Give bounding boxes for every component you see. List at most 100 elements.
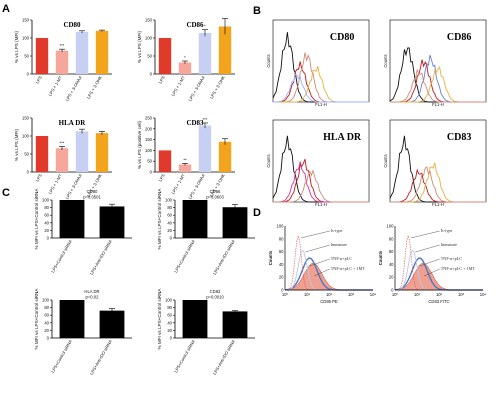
legend-label: Immature (331, 242, 347, 247)
y-tick-label: 0 (27, 170, 30, 175)
category-label: LPS+Control siRNA (50, 339, 73, 374)
bar (222, 311, 248, 338)
category-label: LPS + 3-OHK (209, 75, 226, 100)
x-tick-label: 10¹ (304, 292, 311, 297)
panel-label-c: C (2, 187, 10, 199)
chart-title: HLA DR (84, 289, 99, 294)
y-tick-label: 40 (167, 320, 172, 325)
y-tick-label: 0 (170, 336, 173, 341)
bar (198, 32, 212, 74)
histogram-b-2: CD86 Counts FL1-H (383, 19, 487, 107)
legend-label: TNF-α+pI:C + 1MT (331, 266, 366, 271)
chart-title: CD80 (87, 189, 98, 194)
y-axis-label: % vs LPS (positive cell) (137, 121, 142, 169)
y-tick-label: 150 (145, 137, 153, 142)
category-label: LPS + 3-OHK (86, 75, 103, 100)
histogram-x-label: CD86 PE (320, 299, 338, 304)
y-tick-label: 200 (145, 126, 153, 131)
category-label: LPS + 1-MT (47, 75, 63, 97)
y-tick-label: 0 (47, 336, 50, 341)
bar-chart-a1: 0 50 100 150 % vs LPS (MFI) CD80 LPS *** LPS + 1… (14, 18, 112, 102)
category-label: LPS + 1-MT (170, 173, 186, 195)
histogram-x-label: FL1-H (315, 102, 327, 107)
panel-label-d: D (253, 207, 261, 219)
chart-subtitle: p=0.0010 (206, 295, 224, 300)
y-tick-label: 80 (279, 236, 284, 241)
y-tick-label: 100 (277, 224, 285, 229)
y-tick-label: 0 (27, 72, 30, 77)
y-tick-label: 80 (44, 205, 49, 210)
y-tick-label: 250 (145, 116, 153, 121)
histogram-y-label: Counts (268, 250, 273, 265)
bar (222, 207, 248, 238)
y-tick-label: 0 (170, 236, 173, 241)
histogram-d-2: 0 20 40 60 80 100 10⁰ 10¹ 10² 10³ 10⁴ Counts CD83 FI… (378, 224, 486, 305)
histogram-x-label: FL1-H (315, 202, 327, 207)
significance-label: * (184, 55, 186, 60)
histogram-y-label: Counts (378, 250, 383, 265)
bar (55, 148, 69, 172)
bar-chart-a3: 0 50 100 150 % vs LPS (MFI) HLA DR LPS *** LPS +… (14, 116, 112, 200)
legend-leader (313, 268, 330, 277)
legend-label: Is-type (331, 228, 343, 233)
plot-frame (272, 119, 370, 203)
y-tick-label: 100 (145, 148, 153, 153)
histogram-title: CD80 (330, 32, 354, 43)
histogram-d-1: 0 20 40 60 80 100 10⁰ 10¹ 10² 10³ 10⁴ Counts CD86 PE… (268, 224, 376, 305)
y-tick-label: 60 (167, 213, 172, 218)
y-axis-label: % MFI vs LPS+Control siRNA (34, 188, 39, 250)
y-axis-label: % vs LPS (MFI) (137, 30, 142, 63)
y-tick-label: 20 (389, 275, 394, 280)
y-tick-label: 0 (391, 288, 394, 293)
histogram-y-label: Counts (266, 154, 271, 167)
x-tick-label: 10³ (348, 292, 355, 297)
y-tick-label: 0 (150, 170, 153, 175)
category-label: LPS + 1-MT (170, 75, 186, 97)
bar-chart-a4: 0 50 100 150 200 250% vs LPS (positive cell) C… (137, 116, 235, 200)
histogram-y-label: Counts (383, 54, 388, 67)
y-tick-label: 40 (44, 320, 49, 325)
category-label: LPS+Anti-IDO siRNA (212, 239, 236, 276)
x-tick-label: 10⁰ (282, 292, 289, 297)
category-label: LPS+Control siRNA (173, 339, 196, 374)
y-tick-label: 100 (22, 36, 30, 41)
panel-label-b: B (253, 5, 261, 17)
histogram-b-4: CD83 Counts FL1-H (383, 119, 487, 207)
chart-title: CD83 (210, 289, 221, 294)
y-tick-label: 100 (42, 198, 50, 203)
y-tick-label: 60 (389, 249, 394, 254)
chart-subtitle: p=0.0501 (83, 195, 101, 200)
bar (198, 125, 212, 172)
panel-label-a: A (2, 3, 10, 15)
histogram-line (390, 166, 486, 203)
chart-subtitle: p=0.0603 (206, 195, 224, 200)
category-label: LPS (35, 75, 43, 85)
y-axis-label: % vs LPS (MFI) (14, 30, 19, 63)
y-tick-label: 20 (279, 275, 284, 280)
y-tick-label: 100 (165, 198, 173, 203)
histogram-title: CD86 (447, 32, 471, 43)
category-label: LPS (35, 173, 43, 183)
histogram-line (395, 234, 483, 291)
x-tick-label: 10⁴ (480, 292, 487, 297)
histogram-y-label: Counts (383, 154, 388, 167)
legend-leader (415, 244, 440, 253)
y-tick-label: 60 (167, 313, 172, 318)
y-tick-label: 100 (42, 298, 50, 303)
bar (182, 200, 208, 238)
category-label: LPS + 3-OHAA (187, 173, 206, 200)
category-label: LPS + 3-OHAA (64, 75, 83, 102)
y-tick-label: 20 (44, 228, 49, 233)
significance-label: *** (60, 43, 65, 48)
bar (182, 300, 208, 338)
bar (178, 62, 192, 74)
y-axis-label: % MFI vs LPS+Control siRNA (157, 188, 162, 250)
bar-chart-c1: 0 20 40 60 80 100% MFI vs LPS+Control siRNA CD… (34, 188, 132, 276)
y-tick-label: 60 (44, 313, 49, 318)
bar (75, 31, 89, 75)
y-tick-label: 80 (44, 305, 49, 310)
y-tick-label: 150 (22, 18, 30, 23)
y-tick-label: 40 (167, 220, 172, 225)
bar (99, 310, 125, 338)
